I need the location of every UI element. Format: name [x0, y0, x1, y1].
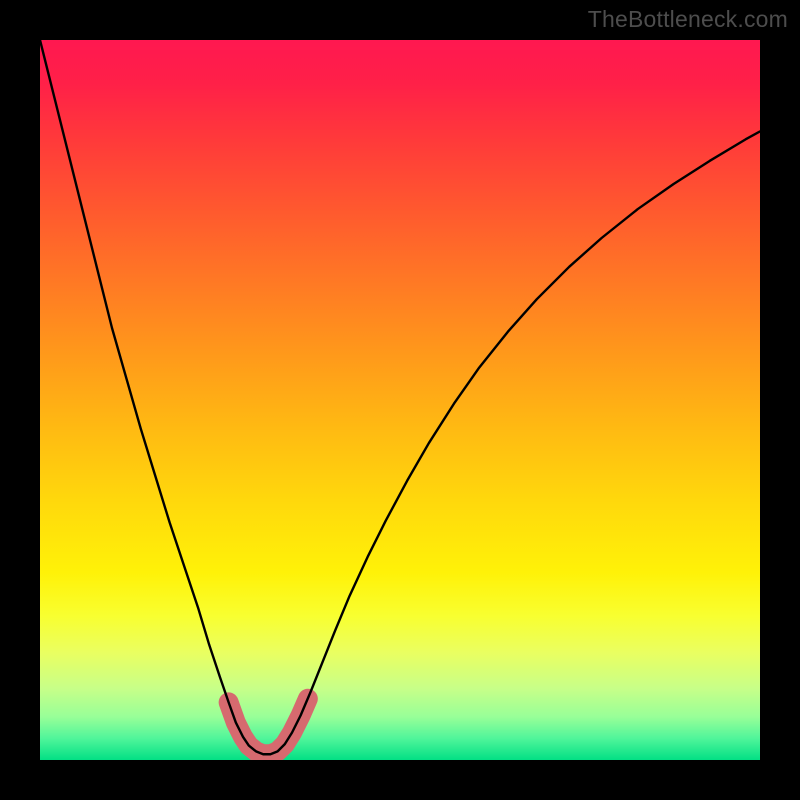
plot-area [40, 40, 760, 760]
bottleneck-curve [40, 40, 760, 760]
curve-line [40, 40, 760, 754]
watermark-text: TheBottleneck.com [588, 6, 788, 33]
chart-frame: TheBottleneck.com [0, 0, 800, 800]
